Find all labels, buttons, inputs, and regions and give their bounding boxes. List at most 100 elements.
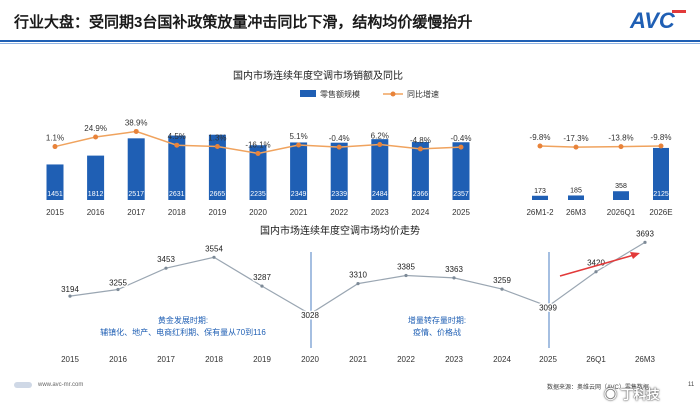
watermark: ◉ 丁科技 — [604, 384, 660, 403]
monthly-bar-label: 358 — [615, 183, 627, 190]
sales-bar-label: 2366 — [413, 191, 429, 198]
monthly-growth-label: -17.3% — [563, 134, 588, 143]
x-tick-label: 2015 — [46, 208, 64, 217]
legend-bar-swatch — [300, 90, 316, 97]
price-point — [404, 273, 408, 278]
price-x-tick: 26Q1 — [586, 355, 606, 364]
legend-line-label: 同比增速 — [407, 89, 439, 99]
growth-point — [52, 144, 58, 150]
monthly-x-tick: 26M3 — [566, 208, 587, 217]
sales-bar-label: 2665 — [210, 191, 226, 198]
monthly-growth-label: -9.8% — [530, 133, 551, 142]
sales-bar — [249, 145, 267, 200]
price-label: 3099 — [539, 303, 557, 312]
growth-point — [255, 150, 261, 156]
sales-bar-label: 2349 — [291, 191, 307, 198]
price-x-tick: 2019 — [253, 355, 271, 364]
price-x-tick: 2023 — [445, 355, 463, 364]
monthly-chart: 173 26M1-2 185 26M3 358 2026Q1 2125 2026E -9.8% -… — [526, 133, 672, 217]
growth-label: 24.9% — [84, 124, 107, 133]
growth-label: -4.8% — [410, 136, 431, 145]
price-label: 3363 — [445, 265, 463, 274]
arrow-up-right-head-icon — [630, 252, 640, 259]
sales-bar-label: 1451 — [47, 191, 63, 198]
monthly-growth-label: -9.8% — [651, 133, 672, 142]
monthly-growth-point — [573, 144, 579, 150]
sales-bar — [46, 164, 64, 200]
sales-bar-label: 2631 — [169, 191, 185, 198]
x-tick-label: 2021 — [290, 208, 308, 217]
price-label: 3310 — [349, 271, 367, 280]
monthly-growth-label: -13.8% — [608, 134, 633, 143]
price-x-tick: 2016 — [109, 355, 127, 364]
price-label: 3453 — [157, 255, 175, 264]
monthly-growth-point — [537, 143, 543, 149]
monthly-growth-line — [539, 145, 662, 148]
monthly-growth-point — [658, 143, 664, 149]
sales-bar — [330, 142, 348, 200]
site-icon — [14, 382, 32, 388]
growth-label: -0.4% — [451, 134, 472, 143]
growth-point — [417, 146, 423, 152]
legend-line-marker — [390, 91, 396, 97]
x-tick-label: 2016 — [87, 208, 105, 217]
header-rule — [0, 40, 700, 42]
growth-label: -16.1% — [245, 140, 270, 149]
watermark-text: 丁科技 — [620, 387, 660, 402]
monthly-bar-label: 173 — [534, 188, 546, 195]
x-tick-label: 2023 — [371, 208, 389, 217]
price-point — [500, 287, 504, 291]
sales-bar — [208, 134, 226, 200]
x-tick-label: 2017 — [127, 208, 145, 217]
price-point — [164, 266, 168, 270]
monthly-bar — [532, 195, 548, 200]
growth-point — [174, 142, 180, 148]
footer-source: 数据来源：奥维云网（AVC）零售数据 — [547, 385, 649, 391]
sales-bar-label: 1812 — [88, 191, 104, 198]
price-label: 3554 — [205, 244, 223, 253]
x-tick-label: 2025 — [452, 208, 470, 217]
growth-label: 1.3% — [208, 133, 226, 142]
price-label: 3693 — [636, 229, 654, 238]
monthly-bar — [653, 147, 669, 200]
monthly-x-tick: 2026Q1 — [607, 208, 636, 217]
avc-logo-icon: AVC — [629, 8, 686, 33]
weibo-icon: ◉ — [604, 387, 618, 402]
sales-bar — [371, 139, 389, 200]
svg-text:AVC: AVC — [629, 8, 676, 33]
monthly-x-tick: 2026E — [649, 208, 672, 217]
x-tick-label: 2022 — [330, 208, 348, 217]
price-x-tick: 2021 — [349, 355, 367, 364]
chart1-title: 国内市场连续年度空调市场销额及同比 — [233, 69, 403, 82]
growth-point — [377, 142, 383, 148]
price-x-tick: 2018 — [205, 355, 223, 364]
growth-point — [93, 134, 99, 140]
sales-bar — [87, 155, 105, 200]
arrow-up-right-icon — [559, 254, 635, 277]
price-point — [68, 294, 72, 298]
sales-bar-label: 2339 — [331, 191, 347, 198]
price-x-tick: 2024 — [493, 355, 511, 364]
price-x-tick: 2025 — [539, 355, 557, 364]
growth-label: 5.1% — [289, 132, 307, 141]
growth-label: -0.4% — [329, 134, 350, 143]
sales-bar — [452, 142, 470, 200]
header-rule-thin — [0, 43, 700, 44]
price-point — [356, 282, 360, 286]
annotation-golden-period: 辅镇化、地产、电商红利期、保有量从70到116 — [100, 327, 266, 337]
growth-point — [296, 142, 302, 148]
annotation-stock-period-prefix: 增量转存量时期: — [408, 315, 466, 325]
price-x-tick: 2022 — [397, 355, 415, 364]
price-x-tick: 2015 — [61, 355, 79, 364]
x-tick-label: 2019 — [209, 208, 227, 217]
growth-label: 38.9% — [125, 118, 148, 127]
price-x-tick: 2017 — [157, 355, 175, 364]
price-point — [643, 240, 647, 244]
price-label: 3255 — [109, 279, 127, 288]
sales-bar — [127, 138, 145, 200]
price-chart: 国内市场连续年度空调市场均价走势 3194 3255 3453 3554 3287 3028… — [60, 224, 656, 364]
page-title: 行业大盘：受同期3台国补政策放量冲击同比下滑，结构均价缓慢抬升 — [14, 14, 473, 31]
monthly-bar — [613, 191, 629, 200]
x-tick-label: 2020 — [249, 208, 267, 217]
